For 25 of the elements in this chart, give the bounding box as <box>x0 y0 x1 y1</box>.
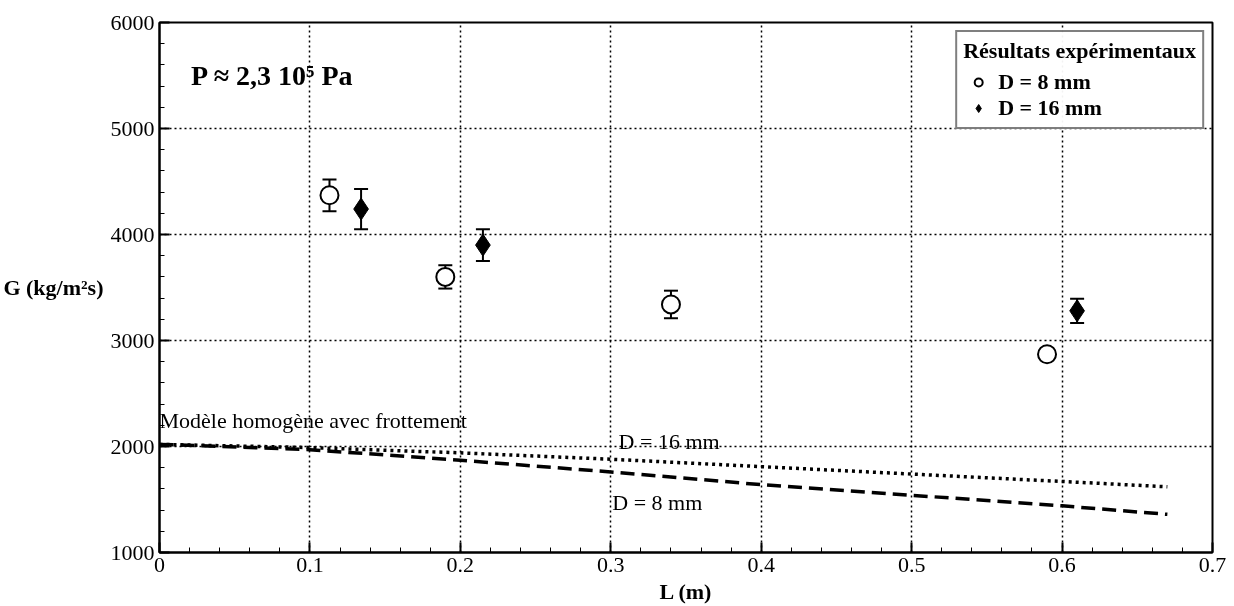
x-tick-label: 0.5 <box>897 551 926 577</box>
y-tick-label: 4000 <box>110 221 155 247</box>
annotation: D = 8 mm <box>612 489 703 515</box>
x-tick-label: 0.6 <box>1048 551 1076 577</box>
y-tick-label: 5000 <box>110 115 155 141</box>
y-tick-label: 6000 <box>110 9 155 35</box>
point <box>319 185 340 206</box>
y-tick-label: 3000 <box>110 327 155 353</box>
x-tick-label: 0 <box>154 551 165 577</box>
x-tick-label: 0.4 <box>747 551 775 577</box>
x-axis-title: L (m) <box>659 578 712 604</box>
point <box>660 294 681 315</box>
x-tick-label: 0.2 <box>446 551 475 577</box>
y-tick-label: 1000 <box>110 539 155 565</box>
x-tick-label: 0.3 <box>597 551 625 577</box>
x-tick-label: 0.7 <box>1198 551 1227 577</box>
y-axis-title: G (kg/m²s) <box>3 275 104 300</box>
x-tick-label: 0.1 <box>296 551 324 577</box>
legend-title: Résultats expérimentaux <box>963 38 1196 64</box>
y-tick-label: 2000 <box>110 433 155 459</box>
annotation: P ≈ 2,3 10⁵ Pa <box>191 60 353 91</box>
legend-label: D = 16 mm <box>998 95 1102 121</box>
annotation: D = 16 mm <box>618 428 720 454</box>
legend-label: D = 8 mm <box>998 69 1091 95</box>
point <box>1037 344 1058 365</box>
